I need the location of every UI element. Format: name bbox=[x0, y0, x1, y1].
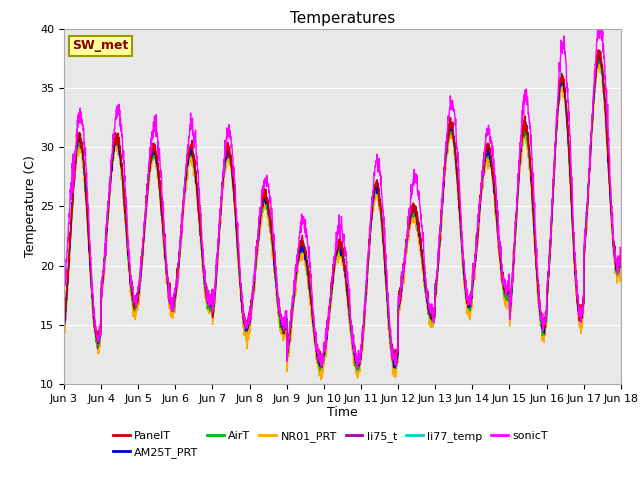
li77_temp bbox=[317, 365, 324, 371]
NR01_PRT bbox=[504, 297, 512, 302]
li77_temp bbox=[584, 201, 591, 206]
Line: PanelT: PanelT bbox=[64, 50, 621, 365]
PanelT bbox=[216, 227, 223, 232]
li75_t bbox=[504, 289, 512, 295]
PanelT bbox=[584, 200, 591, 205]
AM25T_PRT bbox=[568, 204, 575, 210]
li75_t bbox=[216, 227, 223, 232]
NR01_PRT bbox=[584, 216, 591, 222]
NR01_PRT bbox=[60, 336, 68, 342]
li77_temp bbox=[504, 287, 512, 293]
Line: li77_temp: li77_temp bbox=[64, 53, 621, 368]
AM25T_PRT bbox=[371, 188, 378, 193]
li77_temp bbox=[568, 204, 575, 210]
PanelT bbox=[359, 336, 367, 342]
Text: SW_met: SW_met bbox=[72, 39, 129, 52]
PanelT bbox=[60, 321, 68, 327]
li77_temp bbox=[359, 333, 367, 339]
sonicT bbox=[584, 200, 591, 206]
AM25T_PRT bbox=[390, 364, 397, 370]
AM25T_PRT bbox=[60, 323, 68, 329]
Line: NR01_PRT: NR01_PRT bbox=[64, 61, 621, 380]
PanelT bbox=[568, 202, 575, 207]
Line: AirT: AirT bbox=[64, 54, 621, 371]
li77_temp bbox=[617, 256, 625, 262]
sonicT bbox=[216, 227, 223, 233]
AirT bbox=[568, 207, 575, 213]
AM25T_PRT bbox=[617, 247, 625, 253]
Legend: PanelT, AM25T_PRT, AirT, NR01_PRT, li75_t, li77_temp, sonicT: PanelT, AM25T_PRT, AirT, NR01_PRT, li75_… bbox=[109, 427, 552, 462]
AirT bbox=[354, 368, 362, 373]
li75_t bbox=[596, 52, 604, 58]
AirT bbox=[595, 51, 603, 57]
li75_t bbox=[358, 336, 366, 341]
li77_temp bbox=[60, 325, 68, 331]
AirT bbox=[617, 255, 625, 261]
PanelT bbox=[595, 47, 603, 53]
AM25T_PRT bbox=[584, 204, 591, 210]
sonicT bbox=[371, 166, 379, 172]
sonicT bbox=[359, 331, 367, 336]
AirT bbox=[584, 210, 591, 216]
AirT bbox=[359, 337, 367, 343]
AM25T_PRT bbox=[216, 228, 223, 233]
li75_t bbox=[617, 251, 625, 257]
NR01_PRT bbox=[568, 209, 575, 215]
sonicT bbox=[353, 366, 361, 372]
li75_t bbox=[584, 204, 591, 209]
Y-axis label: Temperature (C): Temperature (C) bbox=[24, 156, 37, 257]
NR01_PRT bbox=[359, 348, 367, 353]
AirT bbox=[504, 292, 512, 298]
NR01_PRT bbox=[617, 252, 625, 258]
NR01_PRT bbox=[317, 377, 325, 383]
sonicT bbox=[595, 26, 602, 32]
li75_t bbox=[60, 324, 68, 330]
AirT bbox=[60, 323, 68, 329]
sonicT bbox=[568, 175, 575, 180]
sonicT bbox=[504, 282, 512, 288]
Title: Temperatures: Temperatures bbox=[290, 11, 395, 26]
li77_temp bbox=[216, 228, 223, 234]
NR01_PRT bbox=[595, 58, 603, 64]
li75_t bbox=[371, 188, 378, 193]
li77_temp bbox=[595, 50, 603, 56]
PanelT bbox=[371, 184, 379, 190]
li77_temp bbox=[371, 185, 379, 191]
PanelT bbox=[617, 251, 625, 256]
Line: AM25T_PRT: AM25T_PRT bbox=[64, 55, 621, 367]
X-axis label: Time: Time bbox=[327, 407, 358, 420]
AM25T_PRT bbox=[504, 289, 512, 295]
PanelT bbox=[504, 278, 512, 284]
AM25T_PRT bbox=[595, 52, 603, 58]
li75_t bbox=[391, 366, 399, 372]
li75_t bbox=[568, 211, 575, 216]
NR01_PRT bbox=[371, 193, 379, 199]
AM25T_PRT bbox=[358, 331, 366, 337]
Line: sonicT: sonicT bbox=[64, 29, 621, 369]
AirT bbox=[371, 187, 379, 193]
sonicT bbox=[617, 254, 625, 260]
NR01_PRT bbox=[216, 239, 223, 245]
PanelT bbox=[354, 362, 362, 368]
AirT bbox=[216, 228, 223, 234]
Line: li75_t: li75_t bbox=[64, 55, 621, 369]
sonicT bbox=[60, 281, 68, 287]
